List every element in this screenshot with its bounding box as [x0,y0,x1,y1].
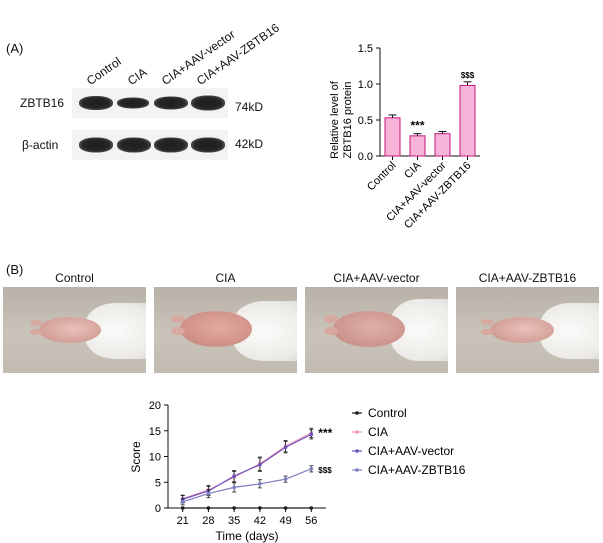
band [79,96,113,110]
photo-title-cia: CIA [215,271,236,285]
line-chart-score: Score Time (days) 0 5 10 15 20 21 28 35 42 49 56 *… [129,400,466,543]
bar-y-tick-label: 0.0 [358,151,373,163]
bar-x-tick-label: Control [365,160,399,194]
line-point [283,445,288,450]
band [154,96,188,110]
line-x-tick-label: 21 [177,515,189,527]
blot-zbtb16 [72,88,228,118]
line-y-tick-label: 10 [149,452,161,464]
line-point [206,491,211,496]
line-point [309,467,314,471]
band [191,95,225,111]
line-series-3 [182,468,312,503]
line-point [206,506,211,510]
line-point [258,506,262,510]
line-y-tick-label: 20 [149,400,161,412]
kd-label-beta-actin: 42kD [235,137,264,151]
line-series-1 [182,432,312,500]
line-point [232,506,236,510]
panel-b-label: (B) [6,262,24,277]
bar-significance-label: $$$ [461,71,475,80]
line-point [258,481,262,486]
line-x-axis-label: Time (days) [216,529,279,543]
kd-label-zbtb16: 74kD [235,100,264,114]
band [117,97,149,109]
legend-label: CIA+AAV-vector [368,444,454,458]
lane-label-control: Control [83,54,124,88]
legend-marker [355,449,359,453]
line-series-2 [182,433,312,500]
line-point [180,506,185,510]
line-x-tick-label: 56 [305,515,317,527]
band [191,137,225,153]
bar [409,135,426,157]
bar-chart-zbtb16-protein: Relative level of ZBTB16 protein 0.0 0.5 1… [329,43,480,231]
band [79,137,113,153]
line-significance-label: $$$ [318,466,332,475]
line-x-tick-label: 42 [254,515,266,527]
line-point [283,477,288,481]
line-point [232,485,236,490]
legend-marker [355,411,359,415]
bar-y-tick-label: 0.5 [358,115,373,127]
blot-label-beta-actin: β-actin [22,138,59,152]
blot-label-zbtb16: ZBTB16 [20,96,65,110]
legend-label: Control [368,406,407,420]
line-y-tick-label: 5 [155,477,161,489]
line-point [283,506,288,510]
line-x-tick-label: 49 [279,515,291,527]
line-point [232,474,236,478]
band [154,137,188,153]
line-y-tick-label: 15 [149,426,161,438]
paw-photo-cia-aav-zbtb16 [456,287,599,373]
bar-y-tick-label: 1.0 [358,79,373,91]
bar-significance-label: *** [410,119,424,133]
paw-photo-control [3,287,146,373]
legend-label: CIA+AAV-ZBTB16 [368,463,466,477]
band [117,137,151,153]
line-significance-label: *** [318,426,332,440]
blot-beta-actin [72,130,228,160]
lane-label-cia: CIA [124,65,150,88]
legend-label: CIA [368,425,388,439]
line-x-tick-label: 35 [228,515,240,527]
legend-marker [355,430,359,434]
line-x-tick-label: 28 [202,515,214,527]
photo-title-cia-aav-vector: CIA+AAV-vector [333,271,420,285]
bar-y-tick-label: 1.5 [358,43,373,55]
legend-marker [355,468,359,472]
paw-photo-cia-aav-vector [305,287,448,373]
line-point [180,500,185,504]
bar-y-label-line1: Relative level of [329,80,341,159]
photo-title-cia-aav-zbtb16: CIA+AAV-ZBTB16 [478,271,577,285]
bar-y-label-line2: ZBTB16 protein [342,81,354,158]
photo-title-control: Control [55,271,94,285]
line-point [258,462,262,467]
line-y-tick-label: 0 [155,503,161,515]
bar [434,133,451,157]
bar [459,84,476,157]
line-point [309,506,314,510]
line-point [309,432,314,437]
bar [384,117,401,157]
panel-a-label: (A) [6,41,24,56]
line-y-axis-label: Score [129,441,143,473]
paw-photo-cia [154,287,297,373]
